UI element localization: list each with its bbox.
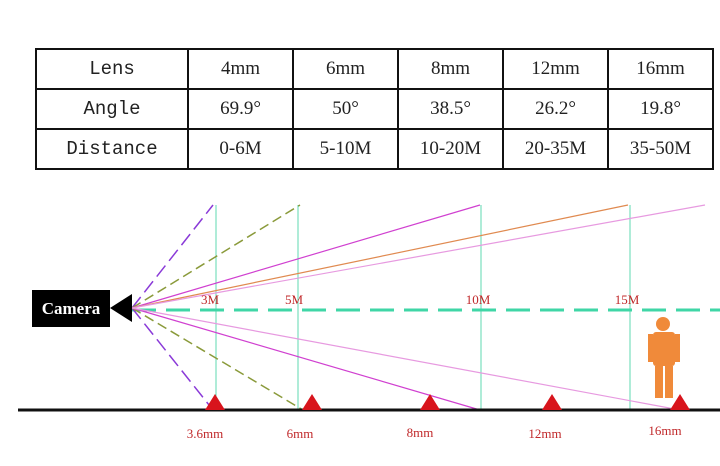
table-row: Lens 4mm 6mm 8mm 12mm 16mm [35,48,714,90]
view-line [131,204,214,309]
view-line [131,204,629,309]
cell: 12mm [502,48,609,90]
cell: 4mm [187,48,294,90]
cell: 16mm [607,48,714,90]
cell: 19.8° [607,88,714,130]
person-body [653,332,675,366]
marker [205,394,225,410]
marker [420,394,440,410]
distance-label: 10M [466,292,491,307]
view-line [131,307,304,411]
marker [542,394,562,410]
lens-markers [205,394,690,410]
person-leg [665,366,673,398]
lens-label: 6mm [287,426,314,441]
row-header: Angle [35,88,189,130]
person-icon [648,317,680,398]
row-header: Lens [35,48,189,90]
cell: 5-10M [292,128,399,170]
lens-table: Lens 4mm 6mm 8mm 12mm 16mm Angle 69.9° 5… [35,48,714,170]
marker [302,394,322,410]
cell: 38.5° [397,88,504,130]
cell: 6mm [292,48,399,90]
cell: 8mm [397,48,504,90]
lens-label: 3.6mm [187,426,223,441]
cell: 50° [292,88,399,130]
lens-label: 8mm [407,425,434,440]
view-line [131,204,706,309]
lens-label: 16mm [648,423,681,438]
camera-lens [110,294,132,322]
cell: 10-20M [397,128,504,170]
cell: 20-35M [502,128,609,170]
distance-label: 3M [201,292,220,307]
person-arm [675,334,680,362]
view-line [131,307,681,411]
distance-label: 15M [615,292,640,307]
view-line [131,307,481,411]
person-arm [648,334,653,362]
distance-verticals [215,205,631,410]
person-leg [655,366,663,398]
lens-label: 12mm [528,426,561,441]
cell: 26.2° [502,88,609,130]
marker [670,394,690,410]
row-header: Distance [35,128,189,170]
cell: 0-6M [187,128,294,170]
distance-label: 5M [285,292,304,307]
cell: 35-50M [607,128,714,170]
view-line [131,204,301,309]
person-head [656,317,670,331]
view-lines [131,204,706,411]
camera-box [32,290,110,327]
cell: 69.9° [187,88,294,130]
table-row: Angle 69.9° 50° 38.5° 26.2° 19.8° [35,88,714,130]
view-line [131,204,481,309]
camera-label: Camera [42,299,101,318]
table-row: Distance 0-6M 5-10M 10-20M 20-35M 35-50M [35,128,714,170]
view-line [131,307,214,411]
